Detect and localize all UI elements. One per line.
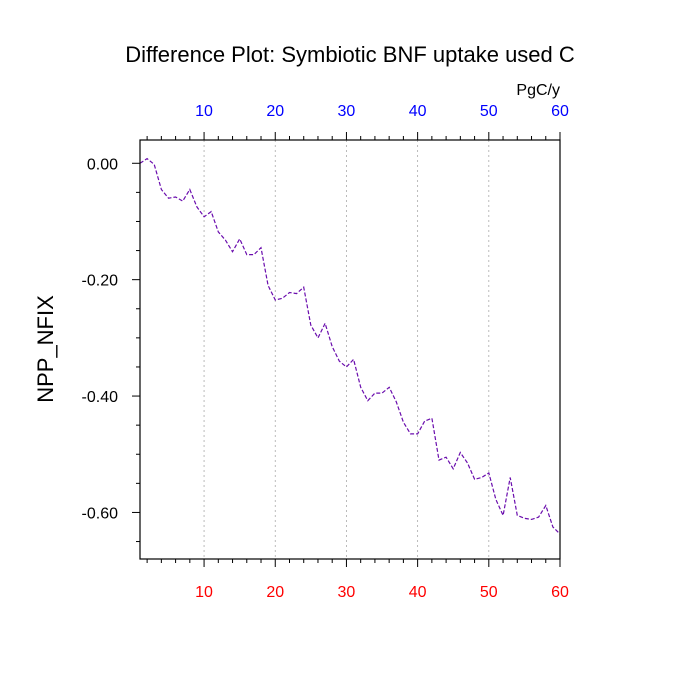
x-tick-label-top: 40	[409, 103, 427, 120]
x-tick-label-top: 20	[266, 103, 284, 120]
y-tick-label: 0.00	[87, 156, 118, 173]
x-tick-label-bottom: 50	[480, 584, 498, 601]
x-tick-label-bottom: 40	[409, 584, 427, 601]
y-tick-label: -0.60	[82, 505, 119, 522]
tick-labels: 10 10 20 20 30 30 40 40 50 50 60 60 0.00 -0.20 -0.40 -0…	[82, 103, 569, 601]
grid-lines	[203, 140, 490, 559]
units-label: PgC/y	[516, 82, 560, 99]
x-tick-label-bottom: 60	[551, 584, 569, 601]
x-tick-label-top: 10	[195, 103, 213, 120]
series-line	[139, 157, 561, 535]
x-tick-label-top: 50	[480, 103, 498, 120]
x-tick-label-bottom: 10	[195, 584, 213, 601]
axis-ticks	[132, 132, 561, 567]
x-tick-label-top: 30	[338, 103, 356, 120]
x-tick-label-bottom: 20	[266, 584, 284, 601]
x-tick-label-bottom: 30	[338, 584, 356, 601]
chart-title: Difference Plot: Symbiotic BNF uptake us…	[125, 42, 575, 67]
plot-frame	[139, 139, 561, 560]
y-tick-label: -0.20	[82, 273, 119, 290]
x-tick-label-top: 60	[551, 103, 569, 120]
y-tick-label: -0.40	[82, 389, 119, 406]
y-axis-label: NPP_NFIX	[33, 295, 58, 403]
